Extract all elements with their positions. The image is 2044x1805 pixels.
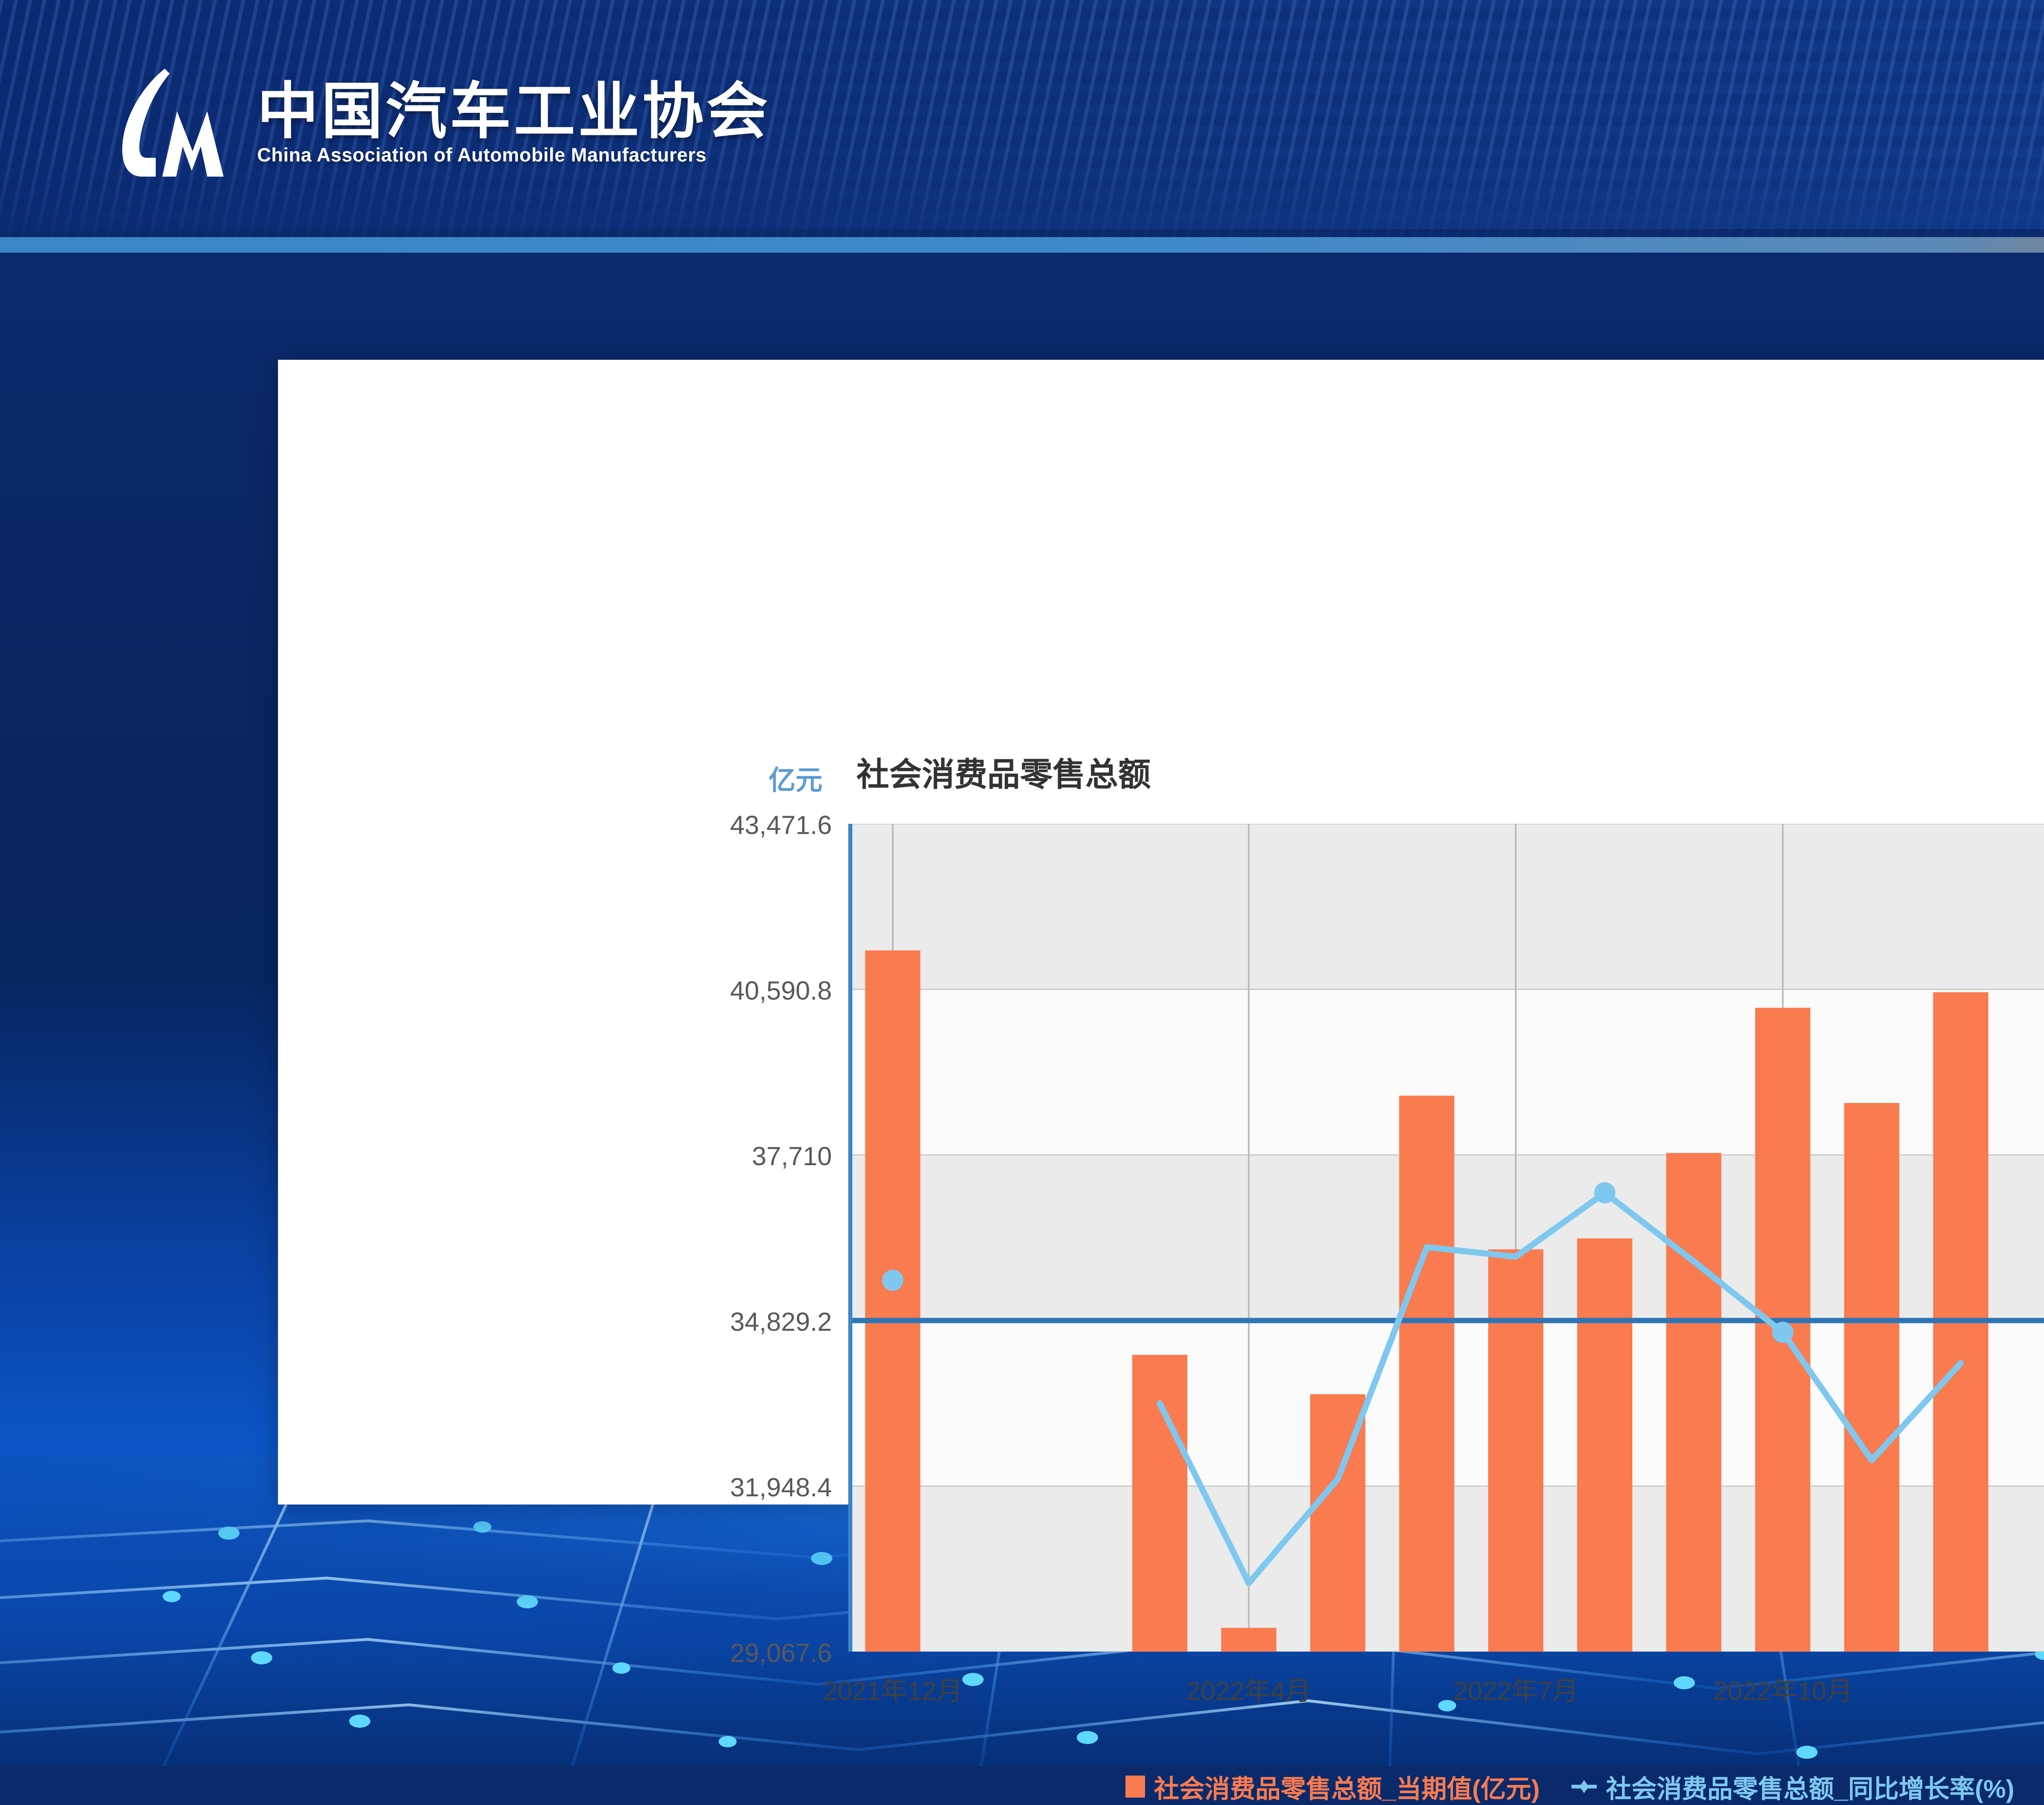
header-pattern-overlay bbox=[0, 0, 2044, 253]
left-axis-tick-label: 43,471.6 bbox=[730, 810, 832, 840]
chart-card: 亿元 % 社会消费品零售总额 社会消费品零售总额_当期值(亿元)社会消费品零售总… bbox=[278, 360, 2044, 1803]
x-axis-tick-label: 2022年10月 bbox=[1713, 1676, 1853, 1706]
legend-item[interactable]: 社会消费品零售总额_当期值(亿元) bbox=[1125, 1768, 1540, 1805]
legend-item[interactable]: 社会消费品零售总额_同比增长率(%) bbox=[1571, 1768, 2014, 1805]
legend-label: 社会消费品零售总额_当期值(亿元) bbox=[1154, 1775, 1540, 1803]
org-name-en: China Association of Automobile Manufact… bbox=[257, 144, 707, 166]
legend-line-marker-icon bbox=[1571, 1780, 1597, 1793]
left-axis-tick-label: 37,710 bbox=[752, 1141, 832, 1171]
slide-header: 中国汽车工业协会 China Association of Automobile… bbox=[0, 0, 2044, 245]
left-axis-tick-label: 31,948.4 bbox=[730, 1473, 832, 1502]
header-background bbox=[0, 0, 2044, 229]
header-divider bbox=[0, 237, 2044, 253]
x-axis-tick-label: 2022年4月 bbox=[1186, 1676, 1311, 1706]
legend-label: 社会消费品零售总额_同比增长率(%) bbox=[1606, 1775, 2015, 1803]
caam-logo-icon bbox=[104, 61, 239, 184]
plot-area bbox=[848, 824, 2044, 1652]
caam-logo-text: 中国汽车工业协会 China Association of Automobile… bbox=[257, 80, 771, 166]
x-axis-tick-label: 2022年7月 bbox=[1453, 1676, 1578, 1706]
x-axis-tick-label: 2021年12月 bbox=[823, 1676, 963, 1706]
chart-legend: 社会消费品零售总额_当期值(亿元) 社会消费品零售总额_同比增长率(%) bbox=[278, 1768, 2044, 1805]
chart-title: 社会消费品零售总额 bbox=[856, 756, 1151, 793]
left-axis-tick-label: 29,067.6 bbox=[730, 1638, 832, 1668]
caam-logo: 中国汽车工业协会 China Association of Automobile… bbox=[104, 61, 771, 184]
org-name-cn: 中国汽车工业协会 bbox=[257, 76, 771, 146]
left-axis-tick-label: 34,829.2 bbox=[730, 1307, 832, 1336]
legend-bar-swatch-icon bbox=[1125, 1776, 1145, 1798]
left-axis-tick-label: 40,590.8 bbox=[730, 976, 832, 1005]
left-axis-unit-label: 亿元 bbox=[769, 765, 823, 795]
